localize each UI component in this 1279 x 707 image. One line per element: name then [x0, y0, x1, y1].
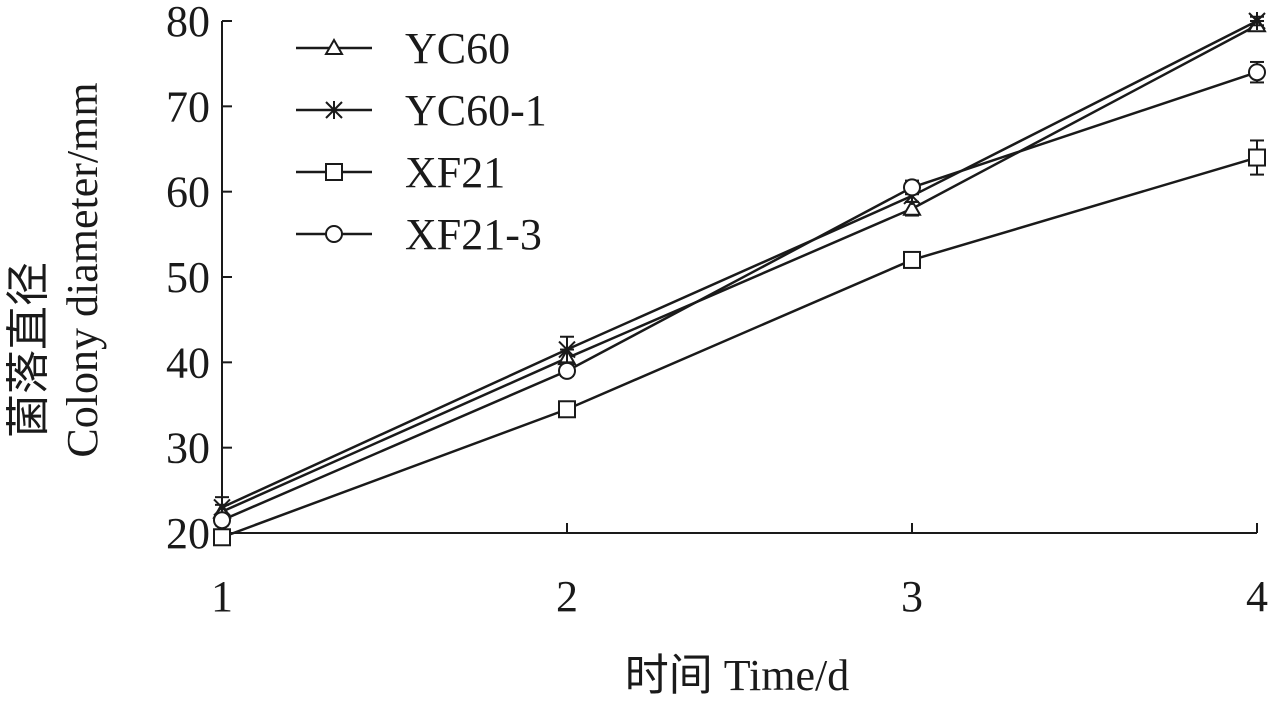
- legend-item: XF21: [296, 148, 505, 197]
- star-marker: [1248, 12, 1266, 30]
- x-axis-title: 时间 Time/d: [625, 651, 850, 700]
- y-tick-label: 50: [166, 253, 210, 302]
- legend: YC60 YC60-1 XF21 XF21-3: [296, 24, 547, 259]
- legend-label: XF21: [405, 148, 505, 197]
- square-marker: [903, 250, 921, 269]
- y-axis-title-group: 菌落直径: [4, 262, 53, 438]
- y-axis-title-cn: 菌落直径: [4, 262, 53, 438]
- y-tick-label: 30: [166, 424, 210, 473]
- circle-marker: [558, 361, 576, 380]
- circle-marker: [903, 178, 921, 197]
- legend-item: XF21-3: [296, 210, 542, 259]
- x-tick-label: 4: [1246, 572, 1268, 621]
- y-axis-title-en: Colony diameter/mm: [58, 82, 107, 457]
- square-marker: [325, 163, 343, 181]
- circle-marker: [325, 225, 343, 243]
- y-tick-label: 80: [166, 0, 210, 46]
- y-tick-label: 60: [166, 168, 210, 217]
- square-marker: [558, 400, 576, 419]
- x-tick-label: 3: [901, 572, 923, 621]
- square-marker: [213, 528, 231, 547]
- y-tick-label: 20: [166, 509, 210, 558]
- series-yc60-1: [213, 12, 1266, 519]
- legend-item: YC60: [296, 24, 510, 73]
- series-line: [221, 71, 1258, 522]
- star-marker: [325, 101, 343, 119]
- legend-label: XF21-3: [405, 210, 542, 259]
- triangle-marker: [324, 37, 344, 55]
- series-line: [221, 156, 1258, 539]
- series-xf21-3: [213, 60, 1266, 530]
- series-group: [212, 12, 1267, 547]
- axes: [221, 21, 1257, 534]
- y-axis-title-en-group: Colony diameter/mm: [58, 82, 107, 457]
- square-marker: [1248, 148, 1266, 167]
- series-line: [221, 19, 1258, 509]
- x-tick-label: 2: [556, 572, 578, 621]
- star-marker: [558, 340, 576, 359]
- ticks: 20 30 40 50 60 70 80 1 2 3 4: [166, 0, 1268, 621]
- triangle-marker: [902, 198, 922, 216]
- y-tick-label: 70: [166, 82, 210, 131]
- series-xf21: [213, 139, 1266, 547]
- x-tick-label: 1: [211, 572, 233, 621]
- legend-label: YC60: [405, 24, 510, 73]
- series-yc60: [212, 15, 1267, 520]
- circle-marker: [1248, 63, 1266, 82]
- y-tick-label: 40: [166, 338, 210, 387]
- series-line: [221, 24, 1258, 513]
- circle-marker: [213, 511, 231, 530]
- legend-label: YC60-1: [405, 86, 547, 135]
- legend-item: YC60-1: [296, 86, 547, 135]
